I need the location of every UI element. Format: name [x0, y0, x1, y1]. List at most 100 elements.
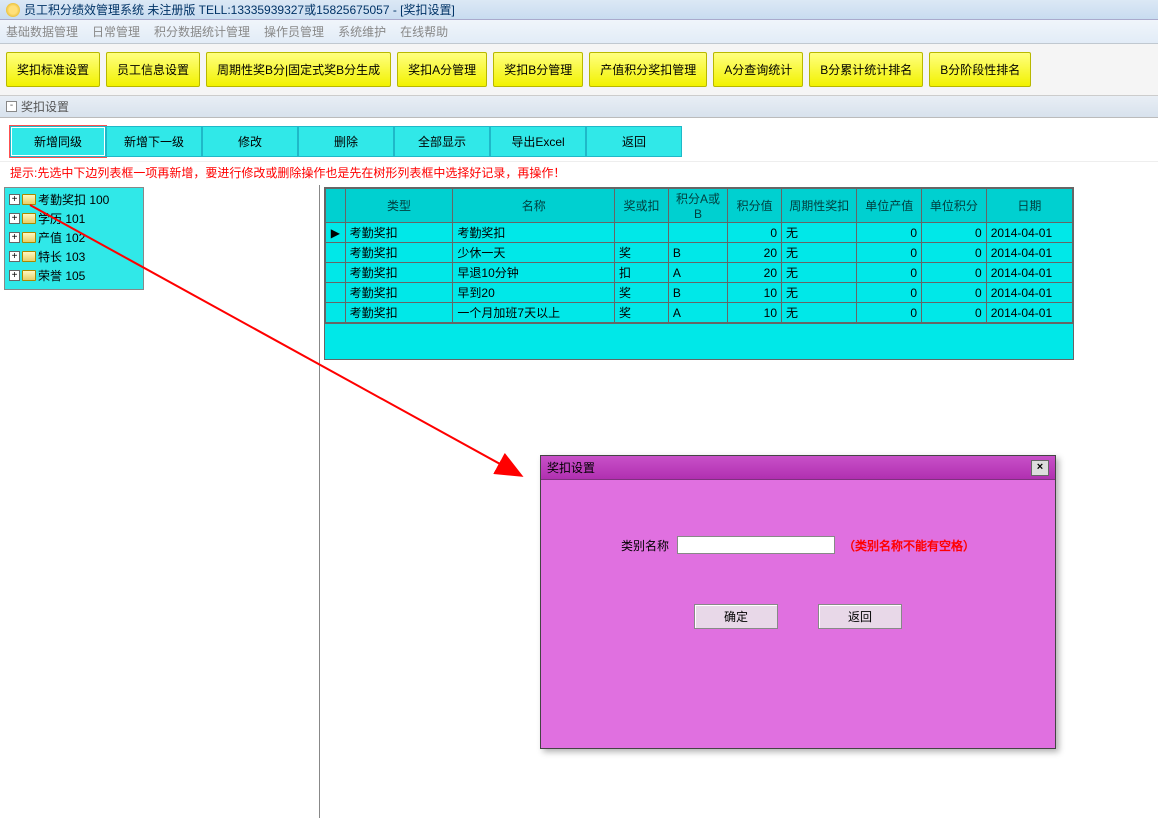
tab-a-query[interactable]: A分查询统计	[713, 52, 803, 87]
field-label: 类别名称	[621, 537, 669, 554]
tree-label: 考勤奖扣 100	[38, 191, 109, 208]
btn-add-child[interactable]: 新增下一级	[106, 126, 202, 157]
cell-type: 考勤奖扣	[345, 223, 453, 243]
table-row[interactable]: ▶考勤奖扣考勤奖扣0无002014-04-01	[326, 223, 1073, 243]
col-date[interactable]: 日期	[986, 189, 1072, 223]
row-pointer	[326, 303, 346, 323]
expand-icon[interactable]: +	[9, 251, 20, 262]
cell-date: 2014-04-01	[986, 243, 1072, 263]
tab-b-cumulative[interactable]: B分累计统计排名	[809, 52, 923, 87]
cell-name: 早到20	[453, 283, 615, 303]
btn-delete[interactable]: 删除	[298, 126, 394, 157]
col-name[interactable]: 名称	[453, 189, 615, 223]
dialog-field-row: 类别名称 （类别名称不能有空格）	[561, 536, 1035, 554]
menu-item[interactable]: 操作员管理	[264, 23, 324, 40]
cell-unitp: 0	[922, 223, 987, 243]
cell-cycle: 无	[782, 283, 857, 303]
hint-text: 提示:先选中下边列表框一项再新增，要进行修改或删除操作也是先在树形列表框中选择好…	[0, 162, 1158, 185]
tree-item[interactable]: + 学历 101	[9, 209, 139, 228]
expand-icon[interactable]: +	[9, 194, 20, 205]
expand-icon[interactable]: +	[9, 232, 20, 243]
cell-unitv: 0	[857, 263, 922, 283]
tab-reward-standard[interactable]: 奖扣标准设置	[6, 52, 100, 87]
col-ptr	[326, 189, 346, 223]
tab-b-stage[interactable]: B分阶段性排名	[929, 52, 1031, 87]
cell-unitv: 0	[857, 223, 922, 243]
cell-type: 考勤奖扣	[345, 243, 453, 263]
expand-icon[interactable]: +	[9, 213, 20, 224]
cell-date: 2014-04-01	[986, 263, 1072, 283]
tree-label: 荣誉 105	[38, 267, 85, 284]
menu-item[interactable]: 积分数据统计管理	[154, 23, 250, 40]
col-type[interactable]: 类型	[345, 189, 453, 223]
tree-label: 产值 102	[38, 229, 85, 246]
expand-icon[interactable]: +	[9, 270, 20, 281]
table-row[interactable]: 考勤奖扣少休一天奖B20无002014-04-01	[326, 243, 1073, 263]
tree-item[interactable]: + 考勤奖扣 100	[9, 190, 139, 209]
cell-cycle: 无	[782, 263, 857, 283]
tab-periodic-bonus[interactable]: 周期性奖B分|固定式奖B分生成	[206, 52, 391, 87]
tab-product-value[interactable]: 产值积分奖扣管理	[589, 52, 707, 87]
grid-empty-area	[325, 323, 1073, 359]
cell-jk: 奖	[615, 243, 669, 263]
table-row[interactable]: 考勤奖扣早到20奖B10无002014-04-01	[326, 283, 1073, 303]
tree-item[interactable]: + 特长 103	[9, 247, 139, 266]
btn-add-sibling[interactable]: 新增同级	[10, 126, 106, 157]
btn-export-excel[interactable]: 导出Excel	[490, 126, 586, 157]
cell-unitv: 0	[857, 283, 922, 303]
btn-show-all[interactable]: 全部显示	[394, 126, 490, 157]
tab-employee-info[interactable]: 员工信息设置	[106, 52, 200, 87]
col-unitv[interactable]: 单位产值	[857, 189, 922, 223]
cell-jk: 奖	[615, 283, 669, 303]
collapse-icon[interactable]: -	[6, 101, 17, 112]
cell-unitv: 0	[857, 303, 922, 323]
menu-item[interactable]: 在线帮助	[400, 23, 448, 40]
tree: + 考勤奖扣 100 + 学历 101 + 产值 102 + 特长 103 +	[4, 187, 144, 290]
cell-ab: B	[668, 283, 727, 303]
tab-a-manage[interactable]: 奖扣A分管理	[397, 52, 487, 87]
btn-back[interactable]: 返回	[586, 126, 682, 157]
menu-item[interactable]: 系统维护	[338, 23, 386, 40]
folder-icon	[22, 232, 36, 243]
cell-ab: A	[668, 303, 727, 323]
tab-b-manage[interactable]: 奖扣B分管理	[493, 52, 583, 87]
tree-pane: + 考勤奖扣 100 + 学历 101 + 产值 102 + 特长 103 +	[0, 185, 320, 818]
folder-icon	[22, 251, 36, 262]
col-ab[interactable]: 积分A或B	[668, 189, 727, 223]
cell-name: 一个月加班7天以上	[453, 303, 615, 323]
col-cycle[interactable]: 周期性奖扣	[782, 189, 857, 223]
col-unitp[interactable]: 单位积分	[922, 189, 987, 223]
top-tabs: 奖扣标准设置 员工信息设置 周期性奖B分|固定式奖B分生成 奖扣A分管理 奖扣B…	[0, 44, 1158, 96]
cell-date: 2014-04-01	[986, 223, 1072, 243]
cell-score: 20	[728, 243, 782, 263]
category-name-input[interactable]	[677, 536, 835, 554]
col-jk[interactable]: 奖或扣	[615, 189, 669, 223]
cell-date: 2014-04-01	[986, 303, 1072, 323]
tree-item[interactable]: + 荣誉 105	[9, 266, 139, 285]
btn-edit[interactable]: 修改	[202, 126, 298, 157]
cell-unitv: 0	[857, 243, 922, 263]
cell-score: 0	[728, 223, 782, 243]
app-icon	[6, 3, 20, 17]
folder-icon	[22, 194, 36, 205]
menu-item[interactable]: 日常管理	[92, 23, 140, 40]
back-button[interactable]: 返回	[818, 604, 902, 629]
table-row[interactable]: 考勤奖扣早退10分钟扣A20无002014-04-01	[326, 263, 1073, 283]
ok-button[interactable]: 确定	[694, 604, 778, 629]
tree-label: 学历 101	[38, 210, 85, 227]
cell-unitp: 0	[922, 283, 987, 303]
row-pointer	[326, 283, 346, 303]
cell-ab: A	[668, 263, 727, 283]
close-icon[interactable]: ×	[1031, 460, 1049, 476]
menu-item[interactable]: 基础数据管理	[6, 23, 78, 40]
dialog-body: 类别名称 （类别名称不能有空格） 确定 返回	[541, 480, 1055, 649]
field-warning: （类别名称不能有空格）	[843, 537, 975, 554]
table-row[interactable]: 考勤奖扣一个月加班7天以上奖A10无002014-04-01	[326, 303, 1073, 323]
col-score[interactable]: 积分值	[728, 189, 782, 223]
cell-jk: 扣	[615, 263, 669, 283]
cell-ab: B	[668, 243, 727, 263]
cell-jk: 奖	[615, 303, 669, 323]
tree-label: 特长 103	[38, 248, 85, 265]
tree-item[interactable]: + 产值 102	[9, 228, 139, 247]
dialog-buttons: 确定 返回	[561, 604, 1035, 629]
